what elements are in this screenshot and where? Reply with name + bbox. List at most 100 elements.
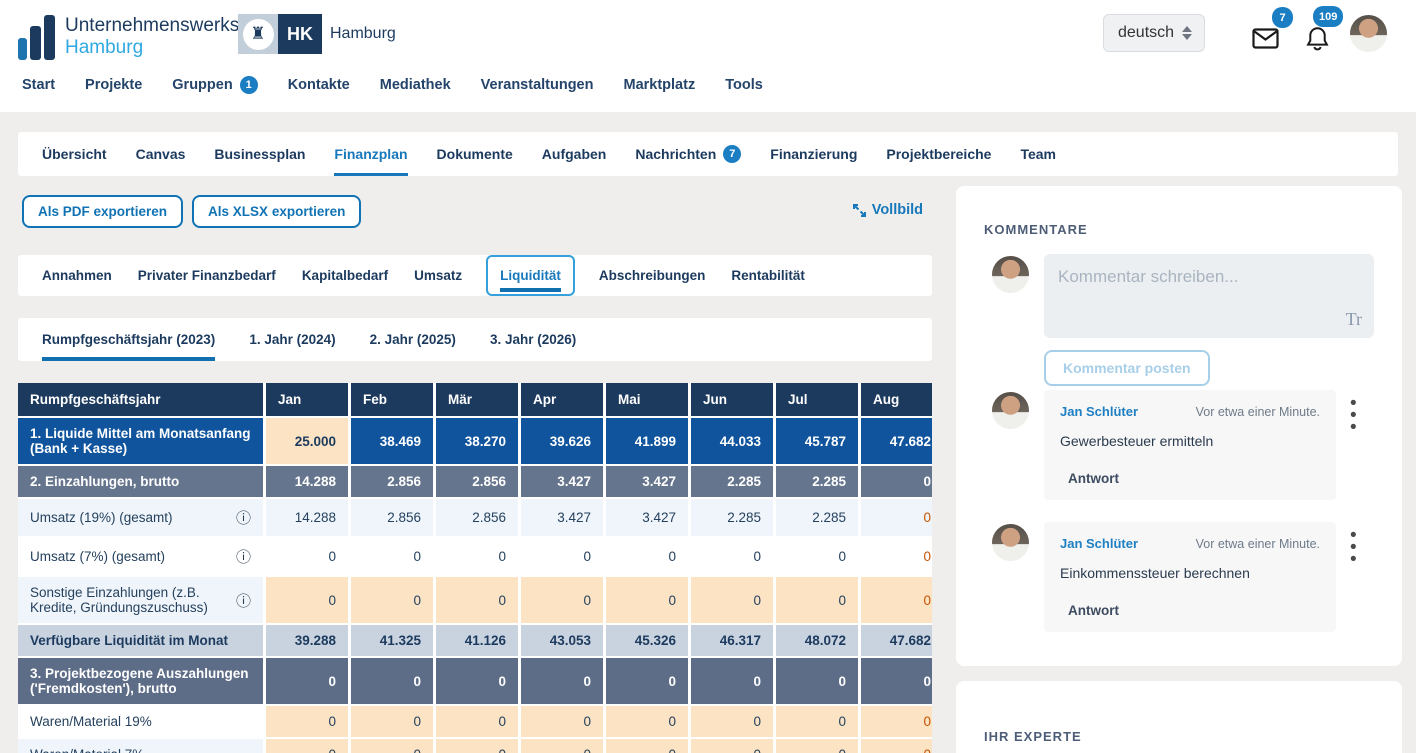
year-tab-2-jahr-2025[interactable]: 2. Jahr (2025) bbox=[370, 318, 456, 361]
comment-input[interactable] bbox=[1044, 254, 1374, 338]
reply-button[interactable]: Antwort bbox=[1068, 603, 1119, 618]
nav-item-label: Gruppen bbox=[172, 77, 233, 93]
project-tab-finanzplan[interactable]: Finanzplan bbox=[334, 132, 408, 176]
nav-item-label: Aufgaben bbox=[541, 146, 607, 162]
finance-tab-rentabilitaet[interactable]: Rentabilität bbox=[731, 255, 805, 296]
comment-menu-icon[interactable]: • • • bbox=[1350, 525, 1357, 570]
table-cell-mai[interactable]: 0 bbox=[606, 577, 691, 625]
row-label: 3. Projektbezogene Auszahlungen ('Fremdk… bbox=[18, 658, 266, 706]
project-tab-dokumente[interactable]: Dokumente bbox=[437, 132, 513, 176]
project-tab-finanzierung[interactable]: Finanzierung bbox=[770, 132, 857, 176]
table-cell-maer[interactable]: 0 bbox=[436, 577, 521, 625]
project-tab-uebersicht[interactable]: Übersicht bbox=[42, 132, 107, 176]
main-nav-item-projekte[interactable]: Projekte bbox=[85, 77, 142, 93]
main-nav-item-kontakte[interactable]: Kontakte bbox=[288, 77, 350, 93]
table-cell-aug: 47.682 bbox=[861, 418, 932, 466]
nav-item-label: Abschreibungen bbox=[598, 268, 706, 283]
info-icon[interactable]: ⓘ bbox=[235, 549, 251, 566]
comment-author-link[interactable]: Jan Schlüter bbox=[1060, 536, 1139, 551]
project-tab-businessplan[interactable]: Businessplan bbox=[214, 132, 305, 176]
table-cell-jan[interactable]: 0 bbox=[266, 577, 351, 625]
table-cell-feb[interactable]: 0 bbox=[351, 739, 436, 753]
nav-item-label: Canvas bbox=[135, 146, 186, 162]
main-nav-item-mediathek[interactable]: Mediathek bbox=[380, 77, 451, 93]
table-cell-jul[interactable]: 0 bbox=[776, 706, 861, 739]
top-bar: Unternehmenswerkstatt Hamburg ♜ HK Hambu… bbox=[0, 0, 1416, 112]
main-nav-item-marktplatz[interactable]: Marktplatz bbox=[623, 77, 695, 93]
table-cell-jun[interactable]: 0 bbox=[691, 577, 776, 625]
project-tab-nachrichten[interactable]: Nachrichten 7 bbox=[635, 132, 742, 176]
messages-button[interactable] bbox=[1252, 28, 1279, 54]
table-cell-feb[interactable]: 0 bbox=[351, 577, 436, 625]
column-header-apr: Apr bbox=[521, 383, 606, 418]
table-cell-apr: 43.053 bbox=[521, 625, 606, 658]
user-avatar[interactable] bbox=[1350, 15, 1387, 52]
nav-item-label: Veranstaltungen bbox=[480, 77, 594, 93]
comment-menu-icon[interactable]: • • • bbox=[1350, 393, 1357, 438]
project-tab-aufgaben[interactable]: Aufgaben bbox=[542, 132, 607, 176]
table-cell-jun[interactable]: 0 bbox=[691, 739, 776, 753]
table-cell-jan[interactable]: 0 bbox=[266, 739, 351, 753]
post-comment-button[interactable]: Kommentar posten bbox=[1044, 350, 1210, 386]
main-nav-item-gruppen[interactable]: Gruppen 1 bbox=[172, 76, 258, 94]
table-cell-maer[interactable]: 0 bbox=[436, 706, 521, 739]
fullscreen-button[interactable]: Vollbild bbox=[852, 202, 923, 218]
reply-button[interactable]: Antwort bbox=[1068, 471, 1119, 486]
finance-tab-annahmen[interactable]: Annahmen bbox=[42, 255, 112, 296]
finance-tab-umsatz[interactable]: Umsatz bbox=[414, 255, 462, 296]
row-label: Sonstige Einzahlungen (z.B. Kredite, Grü… bbox=[18, 577, 266, 625]
language-select[interactable]: deutsch bbox=[1103, 14, 1205, 52]
table-cell-aug[interactable]: 0 bbox=[861, 739, 932, 753]
messages-badge: 7 bbox=[1272, 7, 1293, 28]
language-value: deutsch bbox=[1118, 24, 1175, 41]
year-tab-1-jahr-2024[interactable]: 1. Jahr (2024) bbox=[249, 318, 335, 361]
year-tab-rumpfgeschaeftsjahr-2023[interactable]: Rumpfgeschäftsjahr (2023) bbox=[42, 318, 216, 361]
project-tab-team[interactable]: Team bbox=[1020, 132, 1056, 176]
main-nav-item-veranstaltungen[interactable]: Veranstaltungen bbox=[481, 77, 594, 93]
table-cell-maer: 41.126 bbox=[436, 625, 521, 658]
comment-avatar bbox=[992, 524, 1029, 561]
comment-author-link[interactable]: Jan Schlüter bbox=[1060, 404, 1139, 419]
text-format-icon[interactable]: Tr bbox=[1345, 309, 1362, 329]
nav-item-label: 1. Jahr (2024) bbox=[249, 332, 336, 347]
table-cell-jan: 0 bbox=[266, 658, 351, 706]
table-cell-aug: 47.682 bbox=[861, 625, 932, 658]
notifications-button[interactable] bbox=[1306, 26, 1329, 56]
column-header-mai: Mai bbox=[606, 383, 691, 418]
year-tab-3-jahr-2026[interactable]: 3. Jahr (2026) bbox=[490, 318, 576, 361]
finance-tab-kapitalbedarf[interactable]: Kapitalbedarf bbox=[302, 255, 388, 296]
project-tab-projektbereiche[interactable]: Projektbereiche bbox=[886, 132, 991, 176]
export-actions: Als PDF exportieren Als XLSX exportieren bbox=[22, 195, 362, 228]
uwh-logo[interactable]: Unternehmenswerkstatt Hamburg bbox=[18, 14, 266, 60]
table-cell-jul[interactable]: 0 bbox=[776, 739, 861, 753]
table-cell-mai[interactable]: 0 bbox=[606, 739, 691, 753]
project-tab-canvas[interactable]: Canvas bbox=[136, 132, 186, 176]
nav-item-label: Businessplan bbox=[214, 146, 306, 162]
table-cell-apr[interactable]: 0 bbox=[521, 706, 606, 739]
main-nav-item-start[interactable]: Start bbox=[22, 77, 55, 93]
table-cell-apr[interactable]: 0 bbox=[521, 739, 606, 753]
table-cell-jun[interactable]: 0 bbox=[691, 706, 776, 739]
table-cell-jan[interactable]: 25.000 bbox=[266, 418, 351, 466]
table-cell-apr[interactable]: 0 bbox=[521, 577, 606, 625]
row-label-text: Sonstige Einzahlungen (z.B. Kredite, Grü… bbox=[30, 585, 208, 615]
finance-tab-liquiditaet[interactable]: Liquidität bbox=[486, 255, 575, 296]
table-cell-aug[interactable]: 0 bbox=[861, 577, 932, 625]
main-navigation: Start Projekte Gruppen 1 Kontakte Mediathek Ve… bbox=[22, 76, 763, 94]
info-icon[interactable]: ⓘ bbox=[235, 592, 251, 610]
finance-tab-abschreibungen[interactable]: Abschreibungen bbox=[599, 255, 706, 296]
export-pdf-button[interactable]: Als PDF exportieren bbox=[22, 195, 184, 228]
main-nav-item-tools[interactable]: Tools bbox=[725, 77, 763, 93]
table-cell-maer[interactable]: 0 bbox=[436, 739, 521, 753]
table-cell-aug[interactable]: 0 bbox=[861, 706, 932, 739]
table-cell-mai[interactable]: 0 bbox=[606, 706, 691, 739]
table-cell-jun: 2.285 bbox=[691, 466, 776, 499]
info-icon[interactable]: ⓘ bbox=[235, 510, 251, 527]
table-cell-jul[interactable]: 0 bbox=[776, 577, 861, 625]
finance-tab-privater-finanzbedarf[interactable]: Privater Finanzbedarf bbox=[138, 255, 276, 296]
table-cell-jul: 45.787 bbox=[776, 418, 861, 466]
export-xlsx-button[interactable]: Als XLSX exportieren bbox=[192, 195, 362, 228]
nav-item-label: Dokumente bbox=[436, 146, 513, 162]
table-cell-feb[interactable]: 0 bbox=[351, 706, 436, 739]
table-cell-jan[interactable]: 0 bbox=[266, 706, 351, 739]
